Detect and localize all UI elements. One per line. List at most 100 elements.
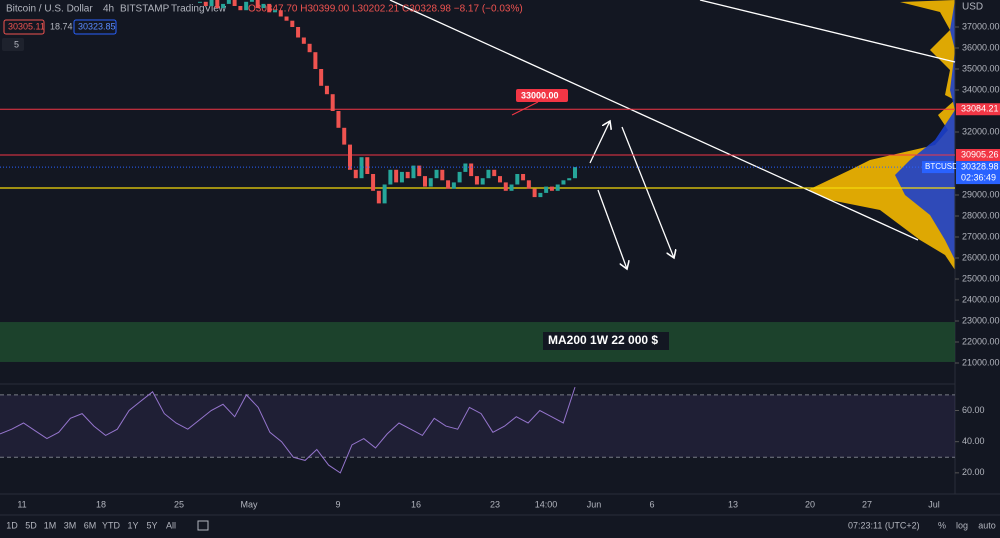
candle: [273, 10, 277, 13]
price-tick-label: 28000.00: [962, 210, 1000, 220]
ma200-zone: [0, 322, 955, 362]
candle: [324, 85, 329, 95]
buy-box[interactable]: [73, 19, 117, 35]
candle: [232, 0, 237, 6]
zone-label: MA200 1W 22 000 $: [548, 333, 658, 347]
callout-pointer: [511, 101, 539, 116]
currency: USD: [962, 2, 983, 13]
candle: [342, 127, 347, 145]
time-label: 27: [862, 499, 872, 509]
percent-toggle[interactable]: %: [938, 520, 946, 530]
candle: [509, 184, 514, 191]
indicator-toggle[interactable]: [2, 38, 24, 51]
range-button[interactable]: All: [166, 520, 176, 530]
spread: 18.74: [50, 21, 73, 31]
interval[interactable]: 4h: [103, 4, 114, 15]
trend-line: [699, 0, 956, 63]
range-button[interactable]: 3M: [64, 520, 77, 530]
candle: [521, 174, 526, 181]
candle: [376, 190, 381, 204]
range-button[interactable]: 1Y: [127, 520, 138, 530]
level-tag-label: 33084.21: [961, 104, 999, 114]
candle: [423, 176, 427, 187]
date-range-icon[interactable]: [197, 520, 209, 531]
candle: [515, 174, 520, 185]
time-label: 14:00: [535, 499, 558, 509]
range-button[interactable]: 5D: [25, 520, 37, 530]
price-tick-label: 23000.00: [962, 315, 1000, 325]
range-button[interactable]: 1M: [44, 520, 57, 530]
arrow: [621, 126, 674, 258]
candle: [371, 174, 376, 191]
candle: [492, 169, 497, 177]
arrow: [589, 121, 610, 164]
candle: [301, 37, 306, 44]
price-tick-label: 37000.00: [962, 21, 1000, 31]
exchange: BITSTAMP: [120, 4, 170, 15]
price-tick-label: 22000.00: [962, 336, 1000, 346]
time-label: 9: [335, 499, 340, 509]
range-button[interactable]: 1D: [6, 520, 18, 530]
candle: [307, 43, 312, 53]
candle: [244, 1, 249, 11]
price-tick-label: 27000.00: [962, 231, 1000, 241]
candle: [474, 176, 479, 185]
level-tag: [956, 103, 1000, 116]
candle: [238, 6, 243, 11]
range-button[interactable]: YTD: [102, 520, 121, 530]
candle: [411, 165, 416, 179]
last-price-tag: [956, 161, 1000, 185]
candle: [469, 163, 474, 177]
candle: [446, 180, 451, 189]
time-label: 13: [728, 499, 738, 509]
range-button[interactable]: 6M: [84, 520, 97, 530]
candle: [296, 27, 301, 38]
candle: [348, 144, 352, 170]
level-tag: [956, 148, 1000, 161]
rsi-line: [0, 386, 576, 474]
candle: [313, 52, 318, 69]
candle: [388, 169, 393, 185]
candle: [561, 180, 566, 185]
price-tick-label: 36000.00: [962, 42, 1000, 52]
candle: [394, 169, 399, 183]
countdown: 02:36:49: [961, 172, 996, 182]
candle: [261, 3, 266, 9]
candle: [336, 111, 341, 128]
candle: [434, 169, 439, 179]
callout-label: 33000.00: [521, 90, 559, 100]
callout-box: [516, 89, 568, 102]
candle: [457, 171, 462, 183]
candle: [319, 69, 324, 86]
time-label: 11: [17, 499, 26, 509]
candle: [359, 157, 364, 179]
rsi-tick-label: 40.00: [962, 436, 985, 446]
log-toggle[interactable]: log: [956, 520, 968, 530]
candle: [526, 180, 531, 189]
candle: [498, 176, 502, 183]
candle: [209, 0, 214, 6]
candle: [440, 169, 445, 181]
candle: [538, 192, 543, 198]
candle: [203, 1, 208, 6]
candle: [549, 186, 554, 191]
price-tick-label: 21000.00: [962, 357, 1000, 367]
price-tick-label: 34000.00: [962, 84, 1000, 94]
candle: [221, 3, 226, 9]
candle: [284, 16, 289, 21]
candle: [428, 178, 433, 187]
range-button[interactable]: 5Y: [146, 520, 157, 530]
time-label: May: [240, 499, 258, 509]
trend-line: [389, 0, 919, 241]
level-tag-label: 30905.26: [961, 149, 999, 159]
clock: 07:23:11 (UTC+2): [848, 520, 920, 530]
candle: [567, 178, 572, 181]
sell-box[interactable]: [3, 19, 45, 35]
candle: [278, 10, 283, 17]
auto-toggle[interactable]: auto: [978, 520, 996, 530]
candle: [365, 157, 370, 174]
candle: [503, 182, 508, 191]
